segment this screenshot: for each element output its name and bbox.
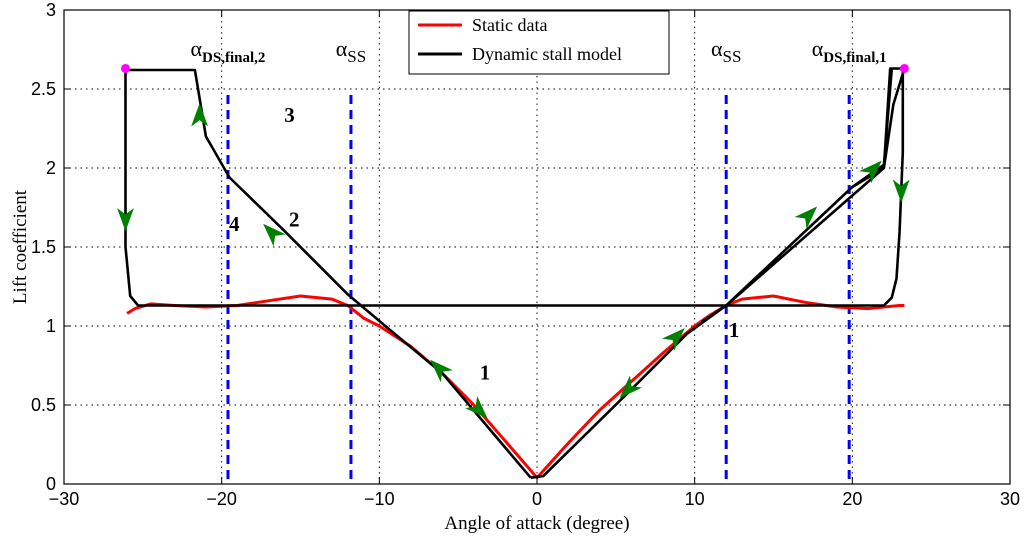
legend-label: Dynamic stall model [472, 44, 622, 64]
reference-lines [226, 95, 851, 484]
x-tick-label: −20 [206, 489, 237, 509]
x-tick-label: 0 [532, 489, 542, 509]
phase-number: 2 [289, 207, 300, 231]
reference-line-label: αDS,final,1 [812, 36, 887, 66]
y-tick-label: 1 [46, 316, 56, 336]
legend: Static data Dynamic stall model [408, 10, 670, 75]
x-axis-label: Angle of attack (degree) [444, 513, 629, 534]
direction-arrow [430, 359, 453, 383]
endpoint-marker [899, 63, 909, 73]
direction-arrow [859, 160, 882, 184]
direction-arrow [794, 206, 818, 229]
y-tick-label: 0 [46, 474, 56, 494]
x-tick-label: −10 [364, 489, 395, 509]
endpoint-marker [120, 63, 130, 73]
direction-arrow [465, 396, 488, 419]
x-tick-label: 10 [685, 489, 705, 509]
axis-ticks: −30 −20 −10 0 10 20 30 0 0.5 1 1.5 2 2.5 3 [31, 0, 1020, 509]
x-tick-label: 30 [1000, 489, 1020, 509]
y-tick-label: 0.5 [31, 395, 56, 415]
y-tick-label: 2 [46, 158, 56, 178]
x-tick-label: 20 [842, 489, 862, 509]
reference-line-label: αDS,final,2 [191, 36, 266, 66]
direction-arrows [116, 103, 910, 419]
phase-number: 4 [229, 212, 240, 236]
legend-box [408, 10, 670, 75]
series-static-data [126, 294, 905, 480]
phase-number: 1 [729, 318, 740, 342]
reference-line-label: αSS [711, 36, 741, 66]
direction-arrow [892, 179, 910, 203]
direction-arrow [263, 223, 286, 247]
markers [120, 63, 909, 73]
phase-number: 1 [480, 361, 491, 385]
legend-label: Static data [472, 15, 547, 35]
direction-arrow [116, 207, 135, 232]
direction-arrow [619, 375, 642, 399]
y-axis-label: Lift coefficient [10, 189, 31, 304]
reference-line-label: αSS [336, 36, 366, 66]
series [124, 67, 906, 480]
direction-arrow [191, 103, 209, 127]
phase-number: 3 [284, 103, 295, 127]
y-tick-label: 2.5 [31, 79, 56, 99]
series-dynamic-stall [124, 67, 906, 479]
y-tick-label: 1.5 [31, 237, 56, 257]
grid [64, 10, 1010, 484]
x-tick-label: −30 [49, 489, 80, 509]
direction-arrow [662, 328, 685, 351]
y-tick-label: 3 [46, 0, 56, 20]
